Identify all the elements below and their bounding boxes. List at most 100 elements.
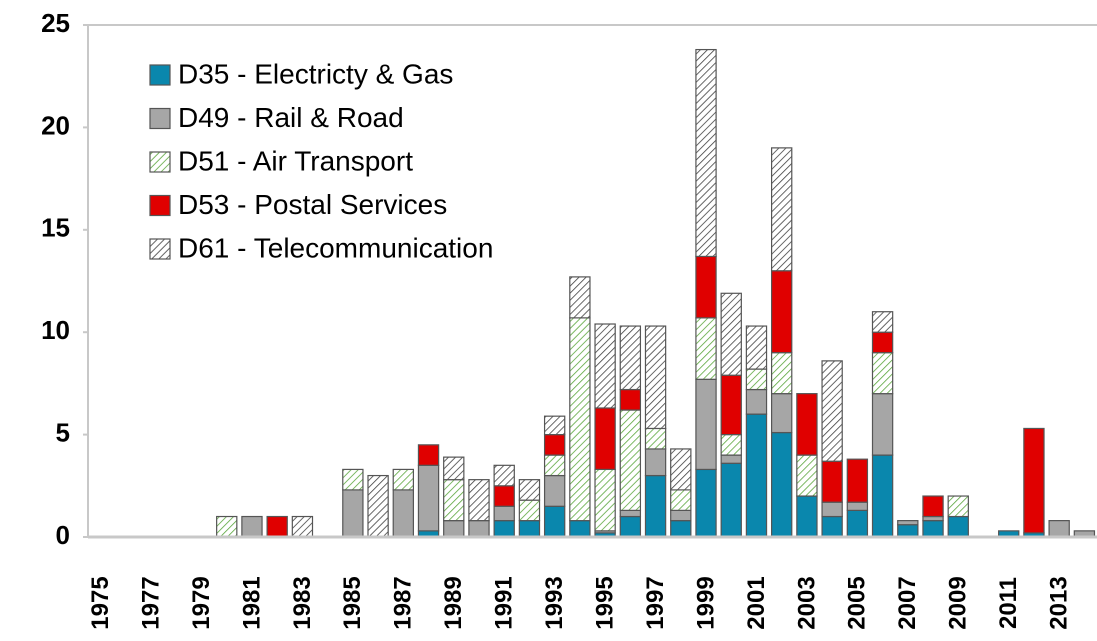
bar-segment	[468, 520, 490, 538]
bar-segment	[493, 485, 515, 507]
bar-segment	[846, 458, 869, 503]
bar-segment	[644, 474, 667, 538]
y-tick-label: 25	[41, 8, 70, 38]
bar-segment	[720, 462, 742, 538]
bar-segment	[796, 495, 818, 538]
bar-segment	[543, 474, 566, 507]
bar-segment	[644, 448, 667, 477]
bar-segment	[518, 499, 541, 522]
legend-swatch	[149, 194, 171, 217]
bar-segment	[745, 413, 768, 538]
x-tick-label: 2013	[1046, 576, 1073, 629]
bar-segment	[770, 393, 793, 434]
bar-segment	[695, 48, 717, 258]
bar-segment	[392, 489, 415, 538]
x-tick-label: 2001	[743, 576, 770, 629]
bar-segment	[367, 474, 389, 538]
bar-segment	[770, 270, 793, 354]
bar-segment	[821, 460, 843, 503]
legend-label: D61 - Telecommunication	[178, 232, 493, 263]
bar-segment	[821, 515, 843, 538]
bar-segment	[821, 501, 843, 518]
bar-segment	[871, 311, 894, 333]
bar-segment	[947, 495, 969, 518]
bar-segment	[569, 317, 591, 522]
x-tick-label: 2011	[995, 577, 1022, 629]
x-tick-label: 1975	[87, 576, 114, 629]
bar-segment	[619, 388, 642, 411]
x-tick-label: 1979	[188, 576, 215, 629]
legend-swatch	[149, 238, 171, 260]
bar-segment	[871, 331, 894, 354]
bar-segment	[670, 509, 692, 522]
legend-label: D51 - Air Transport	[178, 145, 413, 176]
bar-segment	[745, 325, 768, 370]
bar-segment	[695, 255, 717, 319]
bar-segment	[241, 515, 263, 538]
legend-swatch	[149, 107, 171, 130]
bar-segment	[670, 448, 692, 491]
bar-segment	[543, 415, 566, 436]
y-tick-label: 20	[41, 110, 70, 140]
y-tick-label: 0	[56, 520, 70, 550]
bar-segment	[594, 468, 616, 532]
bar-segment	[947, 515, 969, 538]
bar-segment	[871, 352, 894, 395]
bar-segment	[897, 520, 919, 526]
y-tick-label: 15	[41, 213, 70, 243]
bar-segment	[720, 292, 742, 376]
x-tick-label: 2005	[844, 576, 871, 629]
legend-swatch	[149, 64, 171, 86]
legend-label: D49 - Rail & Road	[178, 102, 404, 133]
bar-segment	[493, 520, 515, 538]
bar-segment	[619, 409, 642, 511]
bar-segment	[342, 489, 364, 538]
x-tick-label: 1991	[491, 576, 518, 629]
bar-segment	[291, 515, 314, 538]
x-tick-label: 1983	[289, 576, 316, 629]
bar-segment	[695, 317, 717, 380]
bar-segment	[846, 501, 869, 511]
bar-segment	[619, 325, 642, 391]
bar-segment	[770, 147, 793, 272]
bar-segment	[594, 323, 616, 409]
bar-segment	[443, 520, 465, 538]
bar-segment	[543, 505, 566, 538]
bar-segment	[417, 444, 440, 466]
bar-segment	[720, 454, 742, 464]
x-tick-label: 1997	[642, 576, 669, 629]
bar-segment	[1023, 427, 1045, 534]
x-tick-label: 2003	[793, 576, 820, 629]
bar-segment	[619, 509, 642, 518]
bar-segment	[392, 468, 415, 491]
bar-segment	[266, 515, 288, 538]
bar-segment	[619, 515, 642, 538]
legend-swatch	[149, 151, 171, 173]
bar-segment	[443, 479, 465, 522]
bar-segment	[518, 520, 541, 538]
bar-segment	[796, 393, 818, 456]
bar-segment	[569, 276, 591, 319]
bar-segment	[670, 520, 692, 538]
bar-segment	[518, 479, 541, 501]
x-tick-label: 1977	[137, 576, 164, 629]
bar-segment	[342, 468, 364, 491]
x-tick-label: 1993	[541, 576, 568, 629]
y-tick-label: 5	[56, 417, 70, 447]
bar-segment	[897, 524, 919, 538]
bar-segment	[417, 464, 440, 532]
x-tick-label: 1981	[238, 576, 265, 629]
bar-segment	[670, 489, 692, 511]
bar-segment	[770, 431, 793, 538]
y-tick-label: 10	[41, 315, 70, 345]
legend-label: D35 - Electricty & Gas	[178, 58, 453, 89]
bar-segment	[922, 515, 944, 522]
bar-segment	[720, 434, 742, 456]
x-tick-label: 1987	[390, 576, 417, 629]
bar-segment	[922, 520, 944, 538]
bar-segment	[569, 520, 591, 538]
bar-segment	[216, 515, 238, 538]
bar-segment	[770, 352, 793, 395]
